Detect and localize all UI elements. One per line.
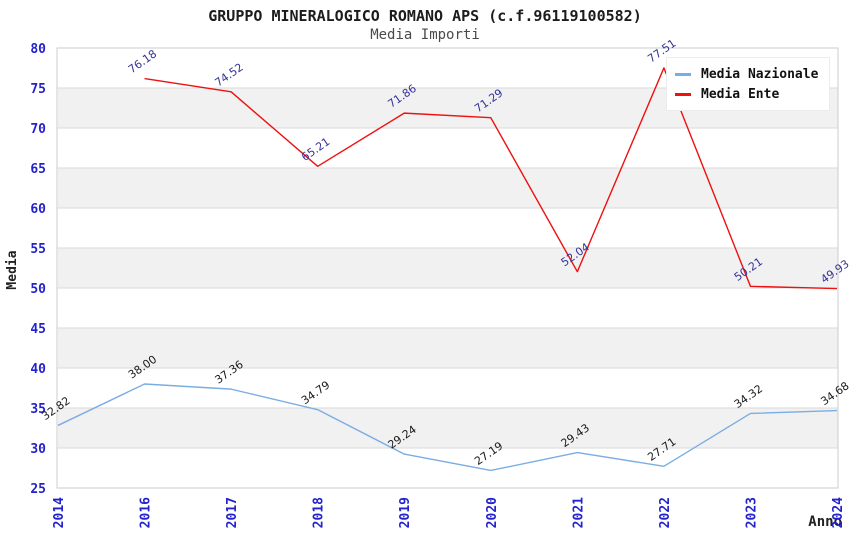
svg-text:55: 55 <box>30 242 46 257</box>
svg-text:2016: 2016 <box>139 497 154 528</box>
svg-text:2022: 2022 <box>658 497 673 528</box>
svg-text:75: 75 <box>30 82 46 97</box>
legend-item-ente: Media Ente <box>675 84 821 104</box>
nazionale-line-swatch <box>675 72 691 76</box>
svg-text:2023: 2023 <box>744 497 759 528</box>
svg-text:74.52: 74.52 <box>212 61 245 90</box>
svg-text:70: 70 <box>30 122 46 137</box>
svg-text:50: 50 <box>30 282 46 297</box>
svg-text:35: 35 <box>30 402 46 417</box>
svg-text:34.32: 34.32 <box>732 382 765 411</box>
svg-text:80: 80 <box>30 42 46 57</box>
chart-title: GRUPPO MINERALOGICO ROMANO APS (c.f.9611… <box>208 7 642 25</box>
svg-text:2018: 2018 <box>312 497 327 528</box>
legend: Media Nazionale Media Ente <box>666 57 830 111</box>
svg-text:2020: 2020 <box>485 497 500 528</box>
svg-text:2024: 2024 <box>831 497 846 528</box>
svg-text:40: 40 <box>30 362 46 377</box>
svg-text:45: 45 <box>30 322 46 337</box>
legend-label-ente: Media Ente <box>701 86 780 102</box>
svg-text:30: 30 <box>30 442 46 457</box>
svg-text:2014: 2014 <box>52 497 67 528</box>
legend-label-nazionale: Media Nazionale <box>701 66 819 82</box>
svg-text:34.68: 34.68 <box>818 379 850 408</box>
x-axis-title: Anno <box>808 514 842 530</box>
svg-text:34.79: 34.79 <box>299 378 332 407</box>
svg-text:65: 65 <box>30 162 46 177</box>
svg-text:2019: 2019 <box>398 497 413 528</box>
ente-line-swatch <box>675 92 691 96</box>
chart-subtitle: Media Importi <box>370 27 480 43</box>
svg-text:2017: 2017 <box>225 497 240 528</box>
svg-text:60: 60 <box>30 202 46 217</box>
svg-text:25: 25 <box>30 482 46 497</box>
svg-text:76.18: 76.18 <box>126 47 159 76</box>
svg-text:2021: 2021 <box>571 497 586 528</box>
legend-item-nazionale: Media Nazionale <box>675 64 821 84</box>
svg-text:65.21: 65.21 <box>299 135 332 164</box>
